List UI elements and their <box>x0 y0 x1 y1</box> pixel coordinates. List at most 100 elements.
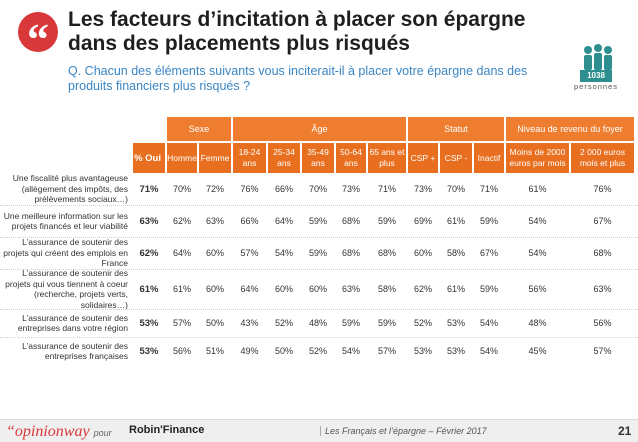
table-cell: 70% <box>172 184 191 194</box>
footer-bar <box>0 419 638 442</box>
sample-count: 1038 <box>580 70 612 82</box>
table-cell: 52% <box>308 346 327 356</box>
table-cell: 49% <box>240 346 259 356</box>
table-cell: 66% <box>240 216 259 226</box>
table-cell: 59% <box>479 284 498 294</box>
table-cell: 50% <box>274 346 293 356</box>
row-label: L’assurance de soutenir des projets qui … <box>3 237 128 269</box>
table-cell: 52% <box>413 318 432 328</box>
row-divider <box>0 205 638 206</box>
table-cell: 54% <box>341 346 360 356</box>
table-cell: 59% <box>377 318 396 328</box>
table-cell: 57% <box>377 346 396 356</box>
group-header: Niveau de revenu du foyer <box>506 117 634 141</box>
page-number: 21 <box>618 424 632 438</box>
column-header: CSP + <box>408 143 438 173</box>
table-cell: 43% <box>240 318 259 328</box>
table-cell: 62% <box>139 247 159 259</box>
sample-label: personnes <box>573 82 619 91</box>
table-cell: 60% <box>308 284 327 294</box>
table-cell: 64% <box>172 248 191 258</box>
table-cell: 73% <box>341 184 360 194</box>
column-header: % Oui <box>133 143 165 173</box>
table-cell: 53% <box>413 346 432 356</box>
group-header: Statut <box>408 117 504 141</box>
row-divider <box>0 237 638 238</box>
table-cell: 59% <box>341 318 360 328</box>
column-header: Moins de 2000 euros par mois <box>506 143 569 173</box>
table-cell: 66% <box>274 184 293 194</box>
table-cell: 63% <box>205 216 224 226</box>
table-cell: 73% <box>413 184 432 194</box>
table-cell: 72% <box>205 184 224 194</box>
table-cell: 61% <box>446 216 465 226</box>
column-header: 18-24 ans <box>233 143 266 173</box>
table-cell: 63% <box>341 284 360 294</box>
table-cell: 61% <box>446 284 465 294</box>
table-cell: 61% <box>528 184 547 194</box>
column-header: Homme <box>167 143 197 173</box>
table-cell: 61% <box>139 283 159 295</box>
table-cell: 56% <box>172 346 191 356</box>
table-cell: 59% <box>308 248 327 258</box>
table-cell: 71% <box>139 183 159 195</box>
table-cell: 67% <box>479 248 498 258</box>
table-cell: 62% <box>172 216 191 226</box>
row-label: L’assurance de soutenir des entreprises … <box>22 340 128 362</box>
table-cell: 54% <box>528 216 547 226</box>
table-cell: 60% <box>205 248 224 258</box>
table-cell: 64% <box>240 284 259 294</box>
table-cell: 63% <box>593 284 612 294</box>
quote-badge-icon: “ <box>18 12 58 64</box>
table-cell: 54% <box>274 248 293 258</box>
table-cell: 69% <box>413 216 432 226</box>
brand-pour: pour <box>93 428 112 438</box>
table-cell: 68% <box>341 216 360 226</box>
partner-logo: Robin'Finance <box>129 424 205 436</box>
table-cell: 67% <box>593 216 612 226</box>
table-cell: 54% <box>479 346 498 356</box>
table-cell: 76% <box>593 184 612 194</box>
table-cell: 68% <box>341 248 360 258</box>
table-cell: 76% <box>240 184 259 194</box>
table-cell: 58% <box>377 284 396 294</box>
table-cell: 53% <box>139 345 159 357</box>
table-cell: 53% <box>139 317 159 329</box>
table-cell: 58% <box>446 248 465 258</box>
table-cell: 59% <box>377 216 396 226</box>
footer-text: Les Français et l’épargne – Février 2017 <box>320 426 487 436</box>
table-cell: 57% <box>593 346 612 356</box>
row-label: L’assurance de soutenir des projets qui … <box>5 268 128 310</box>
group-header: Sexe <box>167 117 231 141</box>
table-cell: 64% <box>274 216 293 226</box>
table-cell: 60% <box>274 284 293 294</box>
table-cell: 68% <box>593 248 612 258</box>
question-text: Q. Chacun des éléments suivants vous inc… <box>68 64 528 93</box>
column-header: Inactif <box>474 143 504 173</box>
row-divider <box>0 309 638 310</box>
table-cell: 54% <box>479 318 498 328</box>
table-cell: 56% <box>528 284 547 294</box>
table-cell: 70% <box>308 184 327 194</box>
people-icon <box>584 44 612 70</box>
row-label: Une fiscalité plus avantageuse (allègeme… <box>12 173 128 205</box>
table-cell: 48% <box>528 318 547 328</box>
column-header: 65 ans et plus <box>368 143 406 173</box>
group-header: Âge <box>233 117 406 141</box>
table-cell: 63% <box>139 215 159 227</box>
table-cell: 60% <box>413 248 432 258</box>
sample-size-badge: 1038 personnes <box>566 44 624 92</box>
table-cell: 53% <box>446 346 465 356</box>
row-label: Une meilleure information sur les projet… <box>3 210 128 232</box>
table-cell: 54% <box>528 248 547 258</box>
column-header: Femme <box>199 143 231 173</box>
table-cell: 52% <box>274 318 293 328</box>
column-header: 25-34 ans <box>268 143 300 173</box>
table-cell: 71% <box>377 184 396 194</box>
table-cell: 68% <box>377 248 396 258</box>
table-cell: 71% <box>479 184 498 194</box>
table-cell: 61% <box>172 284 191 294</box>
table-cell: 51% <box>205 346 224 356</box>
row-label: L’assurance de soutenir des entreprises … <box>17 312 128 334</box>
page-title: Les facteurs d’incitation à placer son é… <box>68 8 526 55</box>
